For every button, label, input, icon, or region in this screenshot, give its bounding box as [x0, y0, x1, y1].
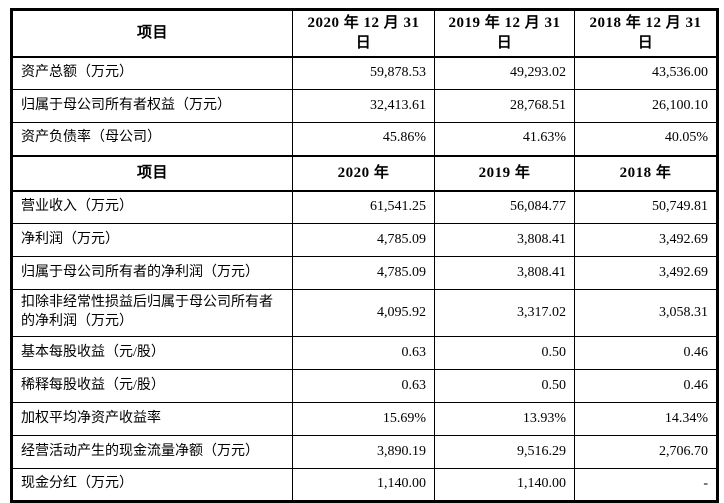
row-label: 稀释每股收益（元/股） [11, 369, 293, 403]
table-row-debt-ratio: 资产负债率（母公司） 45.86% 41.63% 40.05% [11, 122, 718, 156]
table-row-weighted-roe: 加权平均净资产收益率 15.69% 13.93% 14.34% [11, 402, 718, 436]
value-2020: 4,095.92 [292, 289, 435, 337]
value-2018: 40.05% [574, 122, 718, 156]
value-2018: 14.34% [574, 402, 718, 436]
value-2018: 3,492.69 [574, 223, 718, 257]
table-row-basic-eps: 基本每股收益（元/股） 0.63 0.50 0.46 [11, 336, 718, 370]
value-2020: 1,140.00 [292, 468, 435, 502]
value-2019: 3,808.41 [434, 223, 575, 257]
value-2019: 13.93% [434, 402, 575, 436]
value-2019: 0.50 [434, 369, 575, 403]
value-2020: 0.63 [292, 369, 435, 403]
value-2019: 49,293.02 [434, 56, 575, 90]
value-2018: 0.46 [574, 369, 718, 403]
row-label: 基本每股收益（元/股） [11, 336, 293, 370]
table-row-total-assets: 资产总额（万元） 59,878.53 49,293.02 43,536.00 [11, 56, 718, 90]
value-2019: 9,516.29 [434, 435, 575, 469]
value-2019: 0.50 [434, 336, 575, 370]
row-label: 资产负债率（母公司） [11, 122, 293, 156]
row-label: 净利润（万元） [11, 223, 293, 257]
section1-header-2018: 2018 年 12 月 31 日 [574, 8, 718, 58]
value-2019: 3,808.41 [434, 256, 575, 290]
section1-header-2020: 2020 年 12 月 31 日 [292, 8, 435, 58]
row-label: 现金分红（万元） [11, 468, 293, 502]
row-label: 资产总额（万元） [11, 56, 293, 90]
row-label: 经营活动产生的现金流量净额（万元） [11, 435, 293, 469]
table-row-parent-equity: 归属于母公司所有者权益（万元） 32,413.61 28,768.51 26,1… [11, 89, 718, 123]
row-label: 扣除非经常性损益后归属于母公司所有者的净利润（万元） [11, 289, 293, 337]
value-2018: - [574, 468, 718, 502]
table-row-parent-net-profit: 归属于母公司所有者的净利润（万元） 4,785.09 3,808.41 3,49… [11, 256, 718, 290]
table-row-operating-cash-flow: 经营活动产生的现金流量净额（万元） 3,890.19 9,516.29 2,70… [11, 435, 718, 469]
value-2020: 0.63 [292, 336, 435, 370]
value-2018: 0.46 [574, 336, 718, 370]
value-2018: 43,536.00 [574, 56, 718, 90]
row-label: 营业收入（万元） [11, 190, 293, 224]
table-row-revenue: 营业收入（万元） 61,541.25 56,084.77 50,749.81 [11, 190, 718, 224]
value-2020: 45.86% [292, 122, 435, 156]
value-2019: 41.63% [434, 122, 575, 156]
value-2020: 4,785.09 [292, 223, 435, 257]
financial-summary-table: 项目 2020 年 12 月 31 日 2019 年 12 月 31 日 201… [10, 8, 719, 503]
value-2018: 2,706.70 [574, 435, 718, 469]
value-2019: 1,140.00 [434, 468, 575, 502]
value-2020: 59,878.53 [292, 56, 435, 90]
financial-summary-table-container: 项目 2020 年 12 月 31 日 2019 年 12 月 31 日 201… [10, 8, 719, 503]
table-row-cash-dividend: 现金分红（万元） 1,140.00 1,140.00 - [11, 468, 718, 502]
value-2018: 26,100.10 [574, 89, 718, 123]
value-2020: 4,785.09 [292, 256, 435, 290]
value-2020: 61,541.25 [292, 190, 435, 224]
row-label: 归属于母公司所有者权益（万元） [11, 89, 293, 123]
section2-header-2019: 2019 年 [434, 154, 575, 192]
table-row-diluted-eps: 稀释每股收益（元/股） 0.63 0.50 0.46 [11, 369, 718, 403]
section1-header-2019: 2019 年 12 月 31 日 [434, 8, 575, 58]
value-2019: 3,317.02 [434, 289, 575, 337]
value-2020: 15.69% [292, 402, 435, 436]
value-2020: 3,890.19 [292, 435, 435, 469]
value-2019: 28,768.51 [434, 89, 575, 123]
section1-header-row: 项目 2020 年 12 月 31 日 2019 年 12 月 31 日 201… [11, 8, 718, 58]
table-row-net-profit: 净利润（万元） 4,785.09 3,808.41 3,492.69 [11, 223, 718, 257]
section2-header-2018: 2018 年 [574, 154, 718, 192]
section2-header-item: 项目 [11, 154, 293, 192]
table-row-deducted-net-profit: 扣除非经常性损益后归属于母公司所有者的净利润（万元） 4,095.92 3,31… [11, 289, 718, 337]
value-2018: 50,749.81 [574, 190, 718, 224]
row-label: 归属于母公司所有者的净利润（万元） [11, 256, 293, 290]
value-2019: 56,084.77 [434, 190, 575, 224]
row-label: 加权平均净资产收益率 [11, 402, 293, 436]
section2-header-2020: 2020 年 [292, 154, 435, 192]
section1-header-item: 项目 [11, 8, 293, 58]
section2-header-row: 项目 2020 年 2019 年 2018 年 [11, 154, 718, 192]
value-2018: 3,058.31 [574, 289, 718, 337]
value-2020: 32,413.61 [292, 89, 435, 123]
value-2018: 3,492.69 [574, 256, 718, 290]
